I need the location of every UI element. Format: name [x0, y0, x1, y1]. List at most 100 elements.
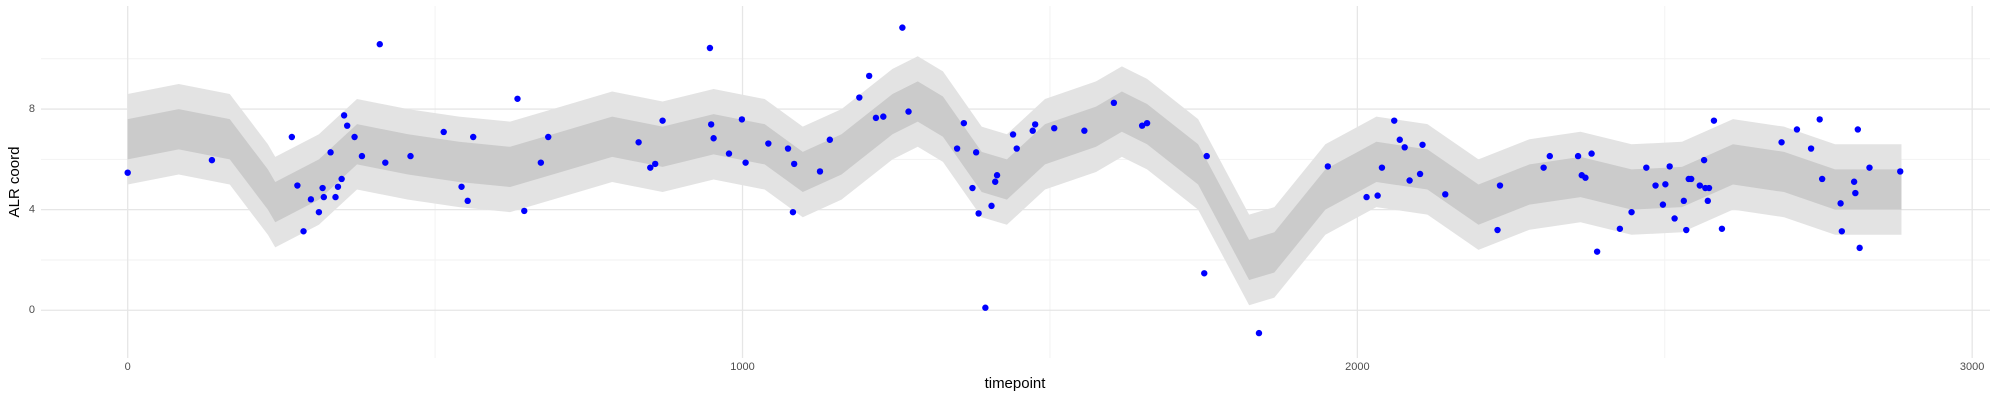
- data-point: [382, 159, 389, 166]
- data-point: [332, 193, 339, 201]
- data-point: [1652, 182, 1659, 189]
- data-point: [872, 114, 880, 122]
- data-point: [1406, 177, 1413, 184]
- data-point: [1138, 122, 1146, 129]
- data-point: [706, 44, 714, 52]
- data-point: [1588, 150, 1595, 157]
- data-point: [1700, 156, 1708, 164]
- data-point: [1574, 152, 1582, 160]
- data-point: [635, 139, 642, 146]
- data-point: [707, 121, 715, 128]
- data-point: [659, 117, 666, 124]
- data-point: [1201, 270, 1208, 277]
- data-point: [340, 112, 348, 119]
- data-point: [470, 133, 477, 141]
- data-point: [514, 95, 521, 102]
- data-point: [1416, 170, 1424, 178]
- data-point: [1110, 99, 1118, 107]
- x-tick-label: 3000: [1960, 361, 1984, 373]
- x-axis-title: timepoint: [985, 375, 1047, 392]
- data-point: [1029, 127, 1036, 134]
- data-point: [988, 202, 995, 210]
- data-point: [338, 175, 345, 183]
- data-point: [1396, 136, 1403, 143]
- data-point: [1255, 329, 1263, 337]
- data-point: [993, 172, 1001, 179]
- data-point: [358, 152, 366, 160]
- data-point: [1718, 225, 1726, 232]
- data-point: [1818, 175, 1826, 183]
- data-point: [784, 145, 792, 152]
- data-point: [521, 207, 528, 215]
- data-point: [1442, 191, 1449, 198]
- data-point: [294, 182, 301, 189]
- data-point: [1852, 189, 1859, 197]
- data-point: [1628, 208, 1635, 216]
- data-point: [880, 113, 887, 120]
- data-point: [992, 178, 999, 185]
- data-point: [1793, 126, 1801, 133]
- data-point: [1683, 226, 1690, 234]
- data-point: [1866, 164, 1873, 171]
- data-point: [1051, 124, 1058, 132]
- data-point: [1838, 228, 1846, 235]
- data-point: [1378, 164, 1386, 171]
- data-point: [652, 160, 659, 168]
- data-point: [1374, 192, 1381, 199]
- data-point: [1705, 184, 1713, 192]
- data-point: [1854, 126, 1862, 133]
- data-point: [1031, 121, 1039, 128]
- y-tick-label: 0: [29, 304, 35, 316]
- x-tick-label: 2000: [1345, 361, 1369, 373]
- data-point: [1704, 197, 1711, 205]
- data-point: [1540, 164, 1547, 171]
- x-tick-label: 0: [125, 361, 131, 373]
- data-point: [1837, 200, 1844, 207]
- data-point: [816, 168, 824, 175]
- data-point: [969, 184, 976, 192]
- data-point: [1496, 182, 1504, 189]
- x-tick-label: 1000: [730, 361, 754, 373]
- data-point: [320, 193, 328, 201]
- data-point: [790, 160, 798, 168]
- data-point: [972, 149, 980, 156]
- data-point: [1401, 144, 1408, 151]
- data-point: [738, 116, 746, 123]
- data-point: [789, 208, 797, 216]
- data-point: [376, 41, 383, 48]
- data-point: [288, 133, 296, 141]
- data-point: [1856, 244, 1863, 252]
- data-point: [960, 119, 968, 127]
- data-point: [982, 304, 989, 311]
- data-point: [765, 140, 772, 147]
- data-point: [1696, 182, 1704, 189]
- data-point: [1816, 116, 1823, 123]
- data-point: [647, 164, 654, 171]
- data-point: [327, 149, 334, 156]
- data-point: [1643, 164, 1650, 171]
- data-point: [710, 135, 717, 142]
- data-point: [865, 72, 873, 80]
- data-point: [464, 197, 471, 205]
- data-point: [1546, 152, 1553, 160]
- data-point: [440, 128, 447, 136]
- data-point: [545, 133, 552, 141]
- data-point: [1391, 117, 1398, 124]
- data-point: [953, 145, 961, 152]
- data-point: [208, 156, 216, 164]
- data-point: [1081, 127, 1088, 134]
- data-point: [1143, 119, 1151, 127]
- data-point: [1687, 175, 1695, 183]
- data-point: [975, 210, 982, 217]
- data-point: [319, 184, 326, 192]
- data-point: [1662, 181, 1669, 188]
- data-point: [1671, 215, 1678, 222]
- data-point: [899, 24, 906, 31]
- data-point: [307, 196, 315, 203]
- data-point: [1203, 152, 1210, 160]
- data-point: [856, 94, 863, 101]
- data-point: [458, 183, 465, 190]
- data-point: [1897, 168, 1904, 175]
- data-point: [742, 159, 749, 166]
- data-point: [1593, 248, 1601, 255]
